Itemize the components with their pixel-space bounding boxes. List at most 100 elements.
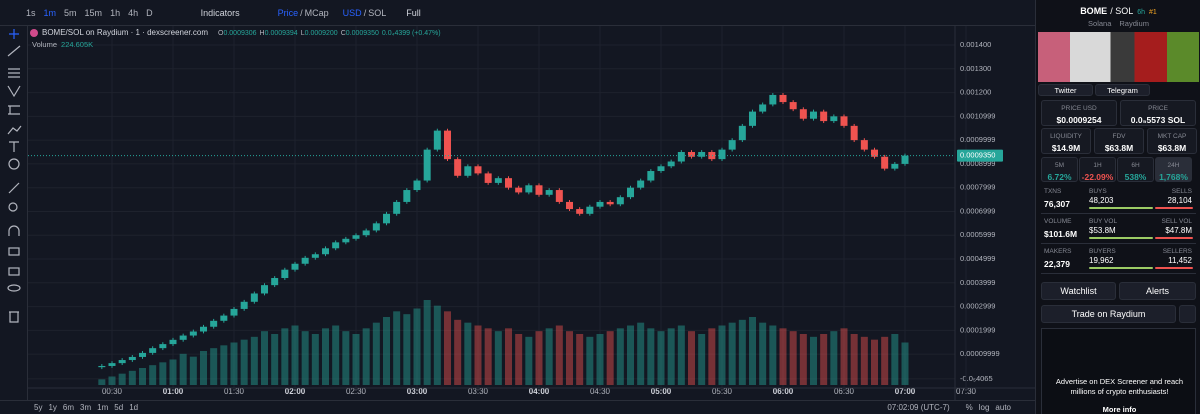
x-tick-label: 00:30 bbox=[102, 387, 123, 396]
y-tick-label: 0.0008999 bbox=[960, 159, 995, 168]
candle-body bbox=[576, 209, 584, 214]
interval-button[interactable]: 1s bbox=[26, 7, 36, 18]
volume-bar bbox=[576, 334, 584, 385]
candle-body bbox=[728, 140, 736, 150]
x-tick-label: 01:30 bbox=[224, 387, 245, 396]
y-tick-label: 0.0005999 bbox=[960, 230, 995, 239]
volume-bar bbox=[810, 336, 817, 385]
lock-icon[interactable] bbox=[8, 267, 20, 276]
trash-icon[interactable] bbox=[9, 311, 19, 323]
zoom-icon[interactable] bbox=[8, 202, 18, 212]
volume-bar bbox=[484, 328, 492, 385]
volume-bar bbox=[474, 325, 482, 385]
log-toggle[interactable]: log bbox=[978, 403, 990, 412]
range-button[interactable]: 6m bbox=[62, 403, 75, 412]
volume-bar bbox=[433, 305, 441, 385]
candle-body bbox=[403, 190, 411, 202]
candle-body bbox=[423, 149, 431, 181]
range-button[interactable]: 1y bbox=[48, 403, 57, 412]
price-box-label: PRICE USD bbox=[1061, 105, 1097, 112]
volume-bar bbox=[403, 314, 411, 385]
sell-bar bbox=[1155, 207, 1193, 209]
range-button[interactable]: 3m bbox=[80, 403, 92, 412]
alerts-button[interactable]: Alerts bbox=[1119, 282, 1196, 300]
interval-button[interactable]: 1h bbox=[110, 7, 121, 18]
volume-bar bbox=[220, 345, 228, 385]
volume-bar bbox=[749, 317, 756, 385]
fib-icon[interactable] bbox=[8, 68, 20, 78]
percent-toggle[interactable]: % bbox=[965, 403, 973, 412]
change-box-value: 1,768% bbox=[1159, 172, 1188, 182]
candle-body bbox=[444, 130, 451, 160]
trendline-icon[interactable] bbox=[7, 45, 21, 57]
brush-icon[interactable] bbox=[7, 125, 22, 135]
text-icon[interactable] bbox=[9, 141, 19, 152]
external-link-button[interactable] bbox=[1179, 305, 1196, 323]
interval-button[interactable]: D bbox=[146, 7, 153, 18]
buy-value: 19,962 bbox=[1089, 256, 1114, 265]
volume-bar bbox=[372, 322, 380, 385]
interval-button[interactable]: 5m bbox=[64, 7, 77, 18]
trade-button[interactable]: Trade on Raydium bbox=[1041, 305, 1176, 323]
range-button[interactable]: 5d bbox=[114, 403, 124, 412]
candle-body bbox=[139, 352, 146, 357]
currency-toggle-part: / bbox=[363, 7, 367, 18]
candle-body bbox=[281, 269, 289, 279]
clock: 07:02:09 (UTC-7) bbox=[887, 403, 950, 412]
legend-value: 0.0009200 bbox=[305, 30, 338, 37]
volume-bar bbox=[342, 331, 350, 385]
banner-image bbox=[1038, 32, 1199, 82]
volume-bar bbox=[698, 334, 706, 385]
ad-link[interactable]: More info bbox=[1102, 405, 1137, 414]
buy-value: $53.8M bbox=[1089, 226, 1116, 235]
magnet-icon[interactable] bbox=[8, 225, 20, 236]
price-chart: 0.001400 0.001300 0.001200 0.0010999 0.00099… bbox=[28, 26, 1035, 400]
projection-icon[interactable] bbox=[8, 105, 20, 115]
interval-button[interactable]: 4h bbox=[128, 7, 139, 18]
range-button[interactable]: 1m bbox=[97, 403, 109, 412]
eye-icon[interactable] bbox=[7, 284, 21, 292]
volume-bar bbox=[616, 328, 624, 385]
interval-button[interactable]: 1m bbox=[43, 7, 57, 18]
fullscreen-button[interactable]: Full bbox=[406, 7, 421, 18]
volume-bar bbox=[586, 336, 594, 385]
currency-toggle[interactable]: USD / SOL bbox=[343, 8, 389, 18]
price-toggle[interactable]: Price / MCap bbox=[278, 8, 331, 18]
candle-body bbox=[433, 130, 441, 150]
candle-body bbox=[505, 178, 512, 188]
price-box-label: PRICE bbox=[1148, 105, 1168, 112]
crosshair-icon[interactable] bbox=[9, 29, 19, 39]
candle-body bbox=[230, 308, 238, 316]
watchlist-button[interactable]: Watchlist bbox=[1041, 282, 1116, 300]
x-tick-label: 05:30 bbox=[712, 387, 733, 396]
top-toolbar: 1s 1m 5m 15m 1h 4h D Indicators Price / MCap USD / SO… bbox=[0, 0, 1035, 26]
candle-body bbox=[169, 339, 177, 345]
social-button[interactable]: Twitter bbox=[1038, 84, 1093, 96]
candle-body bbox=[515, 187, 523, 193]
range-button[interactable]: 5y bbox=[34, 403, 43, 412]
x-tick-label: 06:00 bbox=[773, 387, 794, 396]
ad-box: Advertise on DEX Screener and reach mill… bbox=[1041, 328, 1196, 414]
interval-button[interactable]: 15m bbox=[84, 7, 103, 18]
volume-bar bbox=[708, 328, 716, 385]
volume-bar bbox=[881, 336, 889, 385]
emoji-icon[interactable] bbox=[8, 158, 20, 170]
ruler-icon[interactable] bbox=[8, 182, 20, 194]
candle-body bbox=[291, 263, 299, 270]
lock-drawings-icon[interactable] bbox=[8, 247, 20, 256]
candle-body bbox=[718, 149, 726, 160]
activity-value: 76,307 bbox=[1044, 199, 1070, 209]
candle-body bbox=[494, 178, 502, 183]
change-box-value: -22.09% bbox=[1081, 172, 1114, 182]
social-button[interactable]: Telegram bbox=[1095, 84, 1150, 96]
candle-body bbox=[830, 116, 838, 122]
metric-box-value: $14.9M bbox=[1051, 143, 1081, 153]
range-button[interactable]: 1d bbox=[129, 403, 139, 412]
indicators-button[interactable]: Indicators bbox=[200, 7, 240, 18]
volume-bar bbox=[647, 328, 655, 385]
volume-bar bbox=[413, 308, 421, 385]
auto-toggle[interactable]: auto bbox=[995, 403, 1011, 412]
candle-body bbox=[118, 360, 126, 364]
pattern-icon[interactable] bbox=[7, 85, 21, 98]
metric-box: FDV $63.8M bbox=[1094, 128, 1144, 154]
